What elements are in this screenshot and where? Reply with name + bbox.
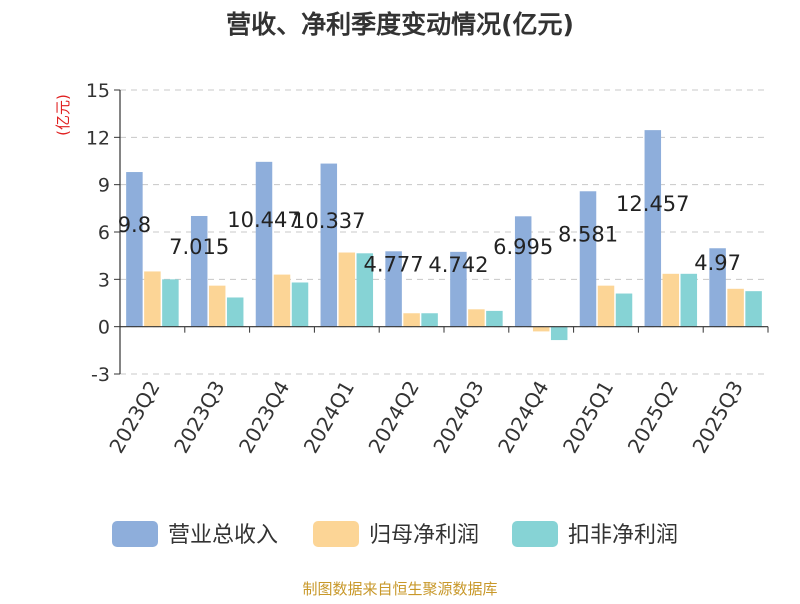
- y-tick-label: -3: [91, 364, 110, 386]
- legend-swatch: [313, 521, 359, 547]
- data-label: 4.777: [364, 253, 424, 277]
- y-tick-label: 6: [98, 222, 110, 244]
- legend-swatch: [112, 521, 158, 547]
- data-label: 12.457: [616, 192, 689, 216]
- y-tick-label: 12: [86, 127, 110, 149]
- source-note: 制图数据来自恒生聚源数据库: [302, 580, 497, 598]
- bar-series-1-2023Q3: [208, 285, 226, 327]
- bar-series-0-2025Q3: [709, 248, 726, 327]
- bar-series-2-2025Q1: [615, 293, 633, 327]
- data-label: 10.447: [227, 208, 300, 232]
- bar-series-0-2023Q3: [190, 215, 208, 327]
- data-label: 7.015: [169, 235, 229, 259]
- legend-item-1: 归母净利润: [313, 521, 479, 548]
- bar-series-0-2024Q1: [320, 163, 338, 327]
- data-label: 4.742: [428, 253, 488, 277]
- bar-series-1-2024Q1: [338, 252, 356, 327]
- bar-series-0-2023Q2: [126, 172, 143, 327]
- bar-series-2-2023Q2: [162, 279, 179, 327]
- data-label: 6.995: [493, 235, 553, 259]
- data-label: 10.337: [292, 209, 365, 233]
- x-tick-label: 2025Q2: [623, 377, 683, 458]
- bar-series-2-2025Q3: [745, 291, 762, 327]
- bar-series-0-2024Q3: [450, 251, 467, 327]
- bar-series-2-2024Q3: [486, 310, 503, 327]
- bar-series-1-2024Q3: [468, 309, 485, 327]
- bar-series-1-2023Q4: [273, 274, 291, 327]
- x-tick-label: 2024Q1: [299, 377, 359, 458]
- y-tick-label: 0: [98, 317, 110, 339]
- chart-title: 营收、净利季度变动情况(亿元): [226, 10, 574, 39]
- bar-series-2-2023Q4: [291, 282, 309, 327]
- legend-label: 营业总收入: [168, 523, 278, 548]
- bar-series-2-2024Q1: [356, 253, 374, 327]
- data-label: 9.8: [118, 213, 151, 237]
- bar-series-1-2025Q2: [662, 273, 680, 327]
- y-axis-label: (亿元): [54, 94, 72, 136]
- legend-swatch: [512, 521, 558, 547]
- y-tick-label: 15: [86, 80, 110, 102]
- bar-series-0-2024Q2: [385, 251, 402, 327]
- x-tick-label: 2023Q4: [234, 377, 294, 458]
- bar-series-1-2024Q2: [403, 313, 420, 327]
- bars-layer: [126, 130, 762, 341]
- legend-item-0: 营业总收入: [112, 521, 278, 548]
- bar-series-0-2023Q4: [255, 161, 273, 327]
- y-tick-label: 9: [98, 175, 110, 197]
- x-tick-label: 2024Q3: [428, 377, 488, 458]
- axis-layer: -3 0 3 6 9 12 15 2023Q2 2023Q3 2023Q4 2024Q1 2024Q2…: [86, 80, 769, 458]
- data-label: 8.581: [558, 223, 618, 247]
- y-tick-label: 3: [98, 269, 110, 291]
- bar-series-0-2025Q2: [644, 130, 662, 327]
- x-tick-label: 2025Q1: [558, 377, 618, 458]
- bar-series-0-2024Q4: [514, 216, 532, 327]
- bar-series-2-2025Q2: [680, 273, 698, 327]
- data-label: 4.97: [694, 251, 741, 275]
- bar-series-2-2023Q3: [226, 297, 244, 327]
- legend-item-2: 扣非净利润: [512, 521, 678, 548]
- bar-series-1-2025Q1: [597, 285, 615, 327]
- bar-series-1-2025Q3: [727, 288, 744, 327]
- bar-series-0-2025Q1: [579, 191, 597, 327]
- x-tick-label: 2025Q3: [687, 377, 747, 458]
- x-tick-label: 2023Q3: [169, 377, 229, 458]
- bar-series-2-2024Q2: [421, 313, 438, 327]
- legend-label: 归母净利润: [369, 523, 479, 548]
- bar-series-1-2023Q2: [144, 271, 161, 327]
- x-tick-label: 2023Q2: [104, 377, 164, 458]
- x-tick-label: 2024Q4: [493, 377, 553, 458]
- legend-label: 扣非净利润: [568, 523, 678, 548]
- legend: 营业总收入 归母净利润 扣非净利润: [112, 521, 678, 548]
- bar-series-1-2024Q4: [532, 326, 550, 332]
- x-tick-label: 2024Q2: [363, 377, 423, 458]
- bar-series-2-2024Q4: [550, 326, 568, 341]
